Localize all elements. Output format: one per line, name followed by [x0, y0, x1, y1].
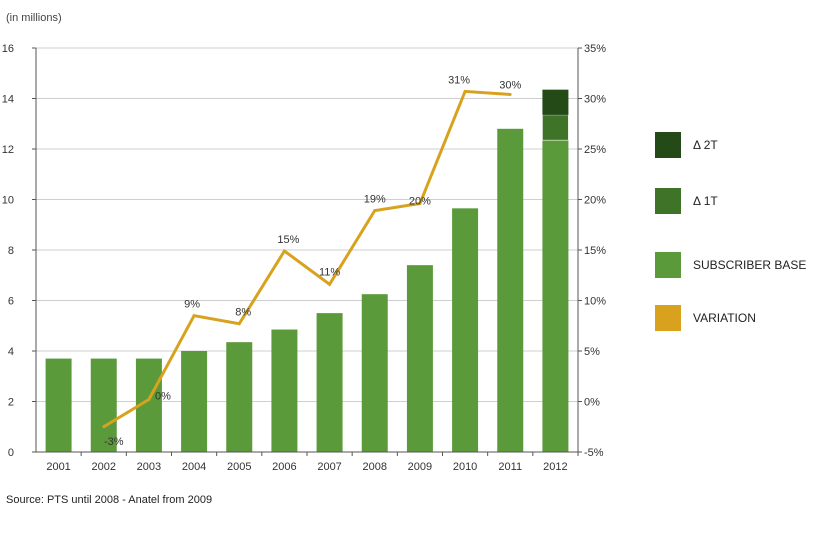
- variation-data-label: 19%: [364, 194, 386, 206]
- legend-swatch-variation: [655, 305, 681, 331]
- variation-point: [328, 282, 331, 286]
- right-tick-label: 35%: [584, 43, 606, 55]
- variation-point: [508, 93, 512, 96]
- bars: [45, 89, 569, 453]
- bar-subscriber-base: [181, 351, 208, 452]
- legend-label-variation: VARIATION: [693, 311, 756, 325]
- left-tick-label: 14: [2, 94, 14, 106]
- legend-label-delta-1t: Δ 1T: [693, 194, 718, 208]
- left-tick-label: 16: [2, 43, 14, 55]
- variation-point: [463, 90, 467, 93]
- variation-point: [192, 314, 196, 318]
- variation-point: [237, 322, 241, 326]
- left-tick-label: 2: [8, 397, 14, 409]
- variation-data-label: -3%: [104, 436, 124, 448]
- grid: [36, 47, 578, 402]
- legend-label-subscriber-base: SUBSCRIBER BASE: [693, 258, 807, 272]
- x-tick-label: 2002: [92, 461, 116, 473]
- variation-point: [418, 202, 422, 205]
- variation-data-label: 9%: [184, 299, 200, 311]
- variation-data-label: 15%: [277, 234, 299, 246]
- variation-data-label: 31%: [448, 74, 470, 86]
- right-tick-label: 0%: [584, 397, 600, 409]
- bar-subscriber-base: [45, 358, 72, 452]
- bar-subscriber-base: [271, 329, 298, 452]
- variation-point: [283, 249, 286, 253]
- bar-subscriber-base: [452, 208, 479, 452]
- legend-item-variation: VARIATION: [655, 305, 819, 331]
- tick-labels: 0 2 4 6 8 10 12 14 16 -5% 0% 5% 10% 15% 20% 25% 30% 35% 20…: [2, 43, 606, 473]
- variation-data-label: 30%: [499, 79, 521, 91]
- variation-line-layer: [102, 89, 512, 429]
- variation-data-label: 20%: [409, 196, 431, 208]
- right-tick-label: 5%: [584, 346, 600, 358]
- bar-subscriber-base: [90, 358, 117, 452]
- left-tick-label: 12: [2, 144, 14, 156]
- bar-subscriber-base: [542, 140, 569, 452]
- x-tick-label: 2007: [317, 461, 341, 473]
- x-tick-label: 2003: [137, 461, 161, 473]
- left-tick-label: 4: [8, 346, 14, 358]
- x-tick-label: 2008: [363, 461, 387, 473]
- variation-data-label: 0%: [155, 390, 171, 402]
- right-tick-label: 20%: [584, 195, 606, 207]
- bar-subscriber-base: [497, 128, 524, 453]
- variation-data-label: 11%: [319, 266, 340, 278]
- x-tick-label: 2009: [408, 461, 432, 473]
- bar-delta-2t: [542, 89, 569, 115]
- variation-point: [373, 209, 377, 213]
- right-tick-label: 15%: [584, 245, 606, 257]
- variation-point: [102, 425, 106, 429]
- bar-subscriber-base: [316, 313, 343, 452]
- left-tick-label: 0: [8, 447, 14, 459]
- data-labels: -3% 0% 9% 8% 15% 11% 19% 20% 31% 30%: [104, 74, 522, 447]
- legend-label-delta-2t: Δ 2T: [693, 138, 718, 152]
- left-tick-label: 10: [2, 195, 14, 207]
- x-tick-label: 2010: [453, 461, 477, 473]
- left-tick-label: 6: [8, 296, 14, 308]
- x-tick-label: 2001: [46, 461, 70, 473]
- right-tick-label: 25%: [584, 144, 606, 156]
- axes: [32, 47, 582, 456]
- variation-point: [147, 398, 151, 401]
- source-note: Source: PTS until 2008 - Anatel from 200…: [6, 494, 213, 506]
- unit-note: (in millions): [6, 12, 62, 24]
- legend-item-subscriber-base: SUBSCRIBER BASE: [655, 252, 819, 278]
- variation-line: [102, 89, 511, 429]
- legend-swatch-subscriber-base: [655, 252, 681, 278]
- right-tick-label: -5%: [584, 447, 604, 459]
- bar-delta-1t: [542, 114, 569, 141]
- variation-data-label: 8%: [235, 307, 251, 319]
- x-tick-label: 2006: [272, 461, 296, 473]
- bar-subscriber-base: [361, 294, 388, 452]
- right-tick-label: 10%: [584, 296, 606, 308]
- left-tick-label: 8: [8, 245, 14, 257]
- right-tick-label: 30%: [584, 94, 606, 106]
- legend-swatch-delta-1t: [655, 188, 681, 214]
- legend-item-delta-2t: Δ 2T: [655, 132, 819, 158]
- legend-item-delta-1t: Δ 1T: [655, 188, 819, 214]
- x-tick-label: 2012: [543, 461, 567, 473]
- bar-subscriber-base: [226, 342, 253, 452]
- x-tick-label: 2004: [182, 461, 206, 473]
- x-tick-label: 2011: [498, 461, 522, 473]
- x-tick-label: 2005: [227, 461, 251, 473]
- legend-swatch-delta-2t: [655, 132, 681, 158]
- bar-subscriber-base: [406, 265, 433, 452]
